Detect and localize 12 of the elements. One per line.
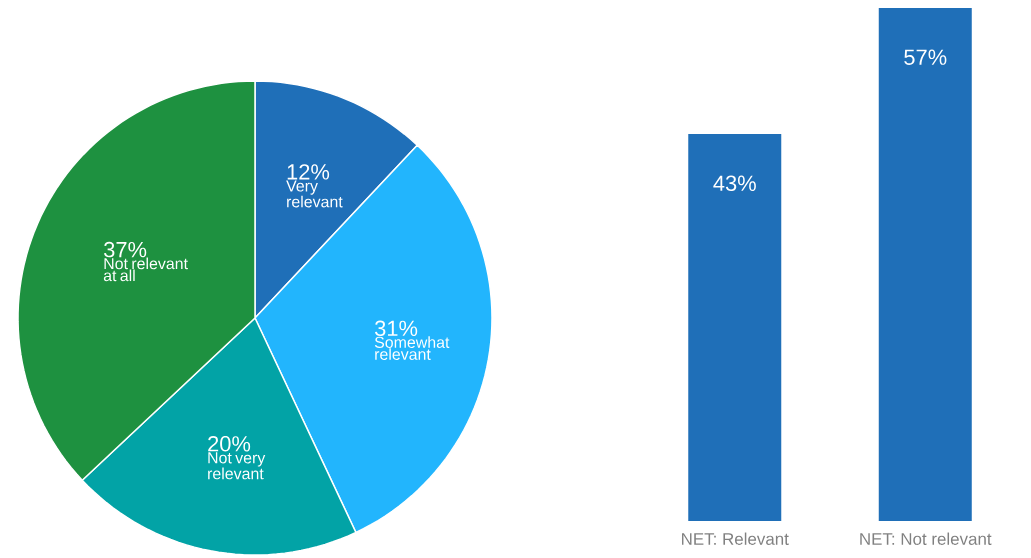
x-tick-label: NET: Relevant [682,532,789,545]
data-label: 43% [713,175,756,192]
data-label: 37% [104,241,147,258]
data-label: 12% [287,164,330,180]
slice-label: Very relevant [286,180,343,208]
data-label: 20% [208,436,251,452]
slice-label: Not relevant at all [103,257,188,282]
slice-label: Not very relevant [208,452,266,480]
x-tick-label: NET: Not relevant [860,532,992,545]
data-label: 57% [904,49,947,65]
slice-label: Somewhat relevant [374,336,450,360]
data-label: 31% [374,320,418,337]
